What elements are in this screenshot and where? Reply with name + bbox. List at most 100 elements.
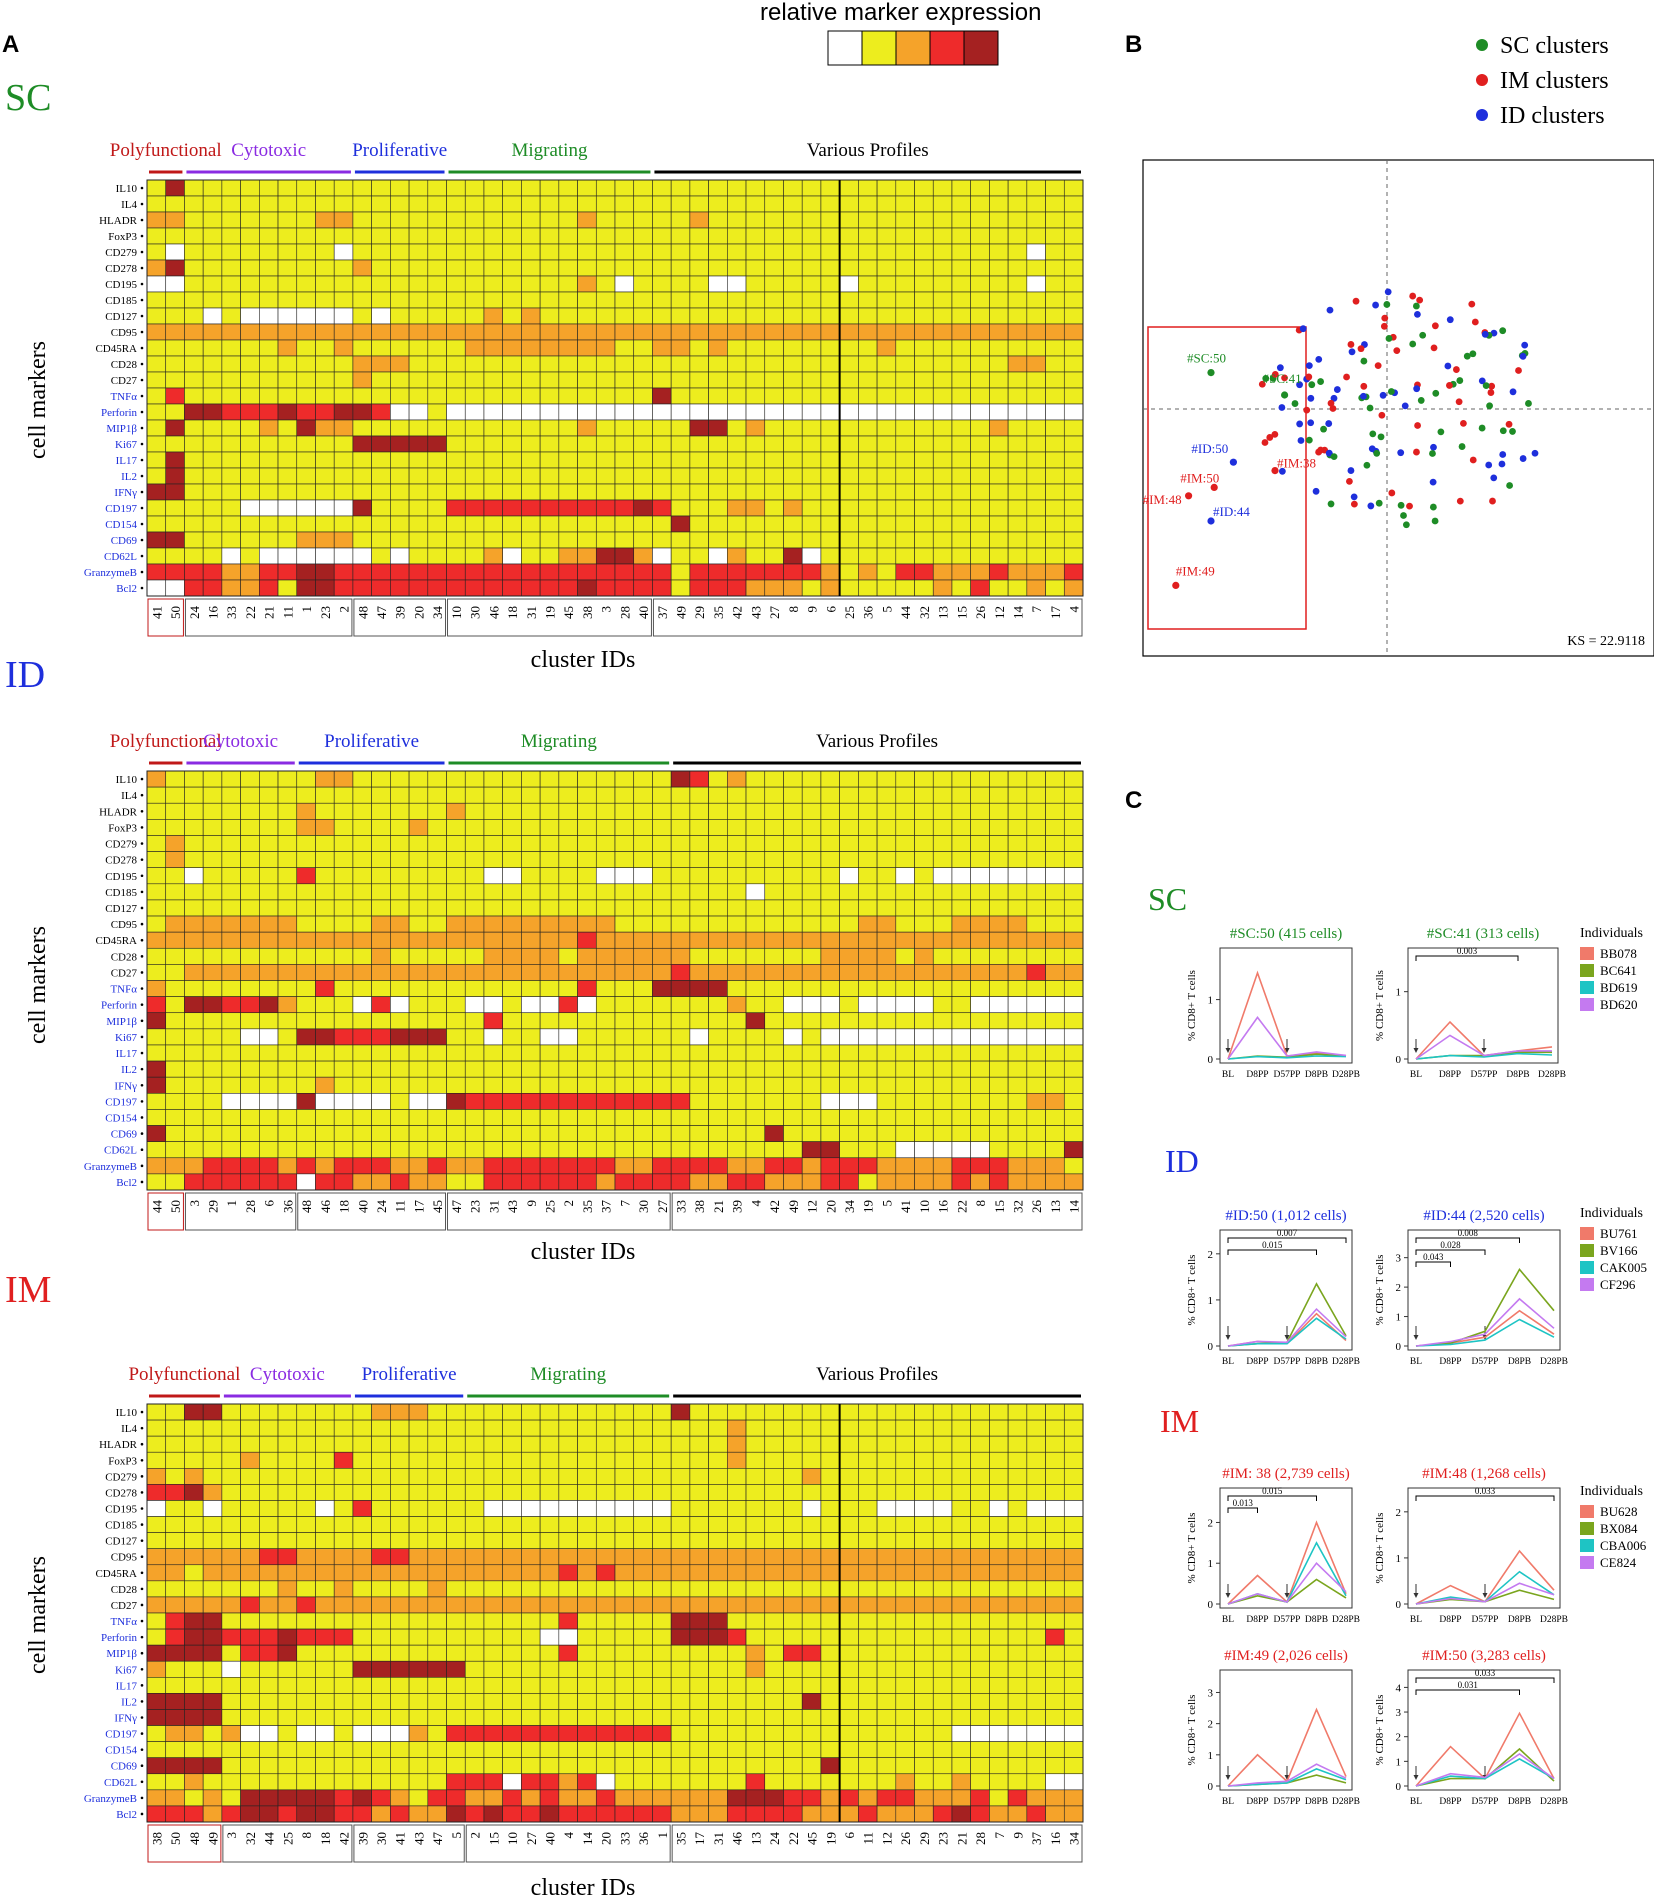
heatmap-cell [184, 964, 204, 981]
heatmap-cell [539, 1012, 560, 1030]
heatmap-cell [221, 1532, 241, 1549]
heatmap-cell [333, 1044, 354, 1062]
heatmap-cell [333, 964, 354, 981]
heatmap-cell [577, 259, 597, 277]
scatter-point [1320, 425, 1327, 433]
cluster-group-box-3 [447, 598, 652, 637]
heatmap-cell [558, 515, 578, 533]
heatmap-cell [1063, 1789, 1084, 1807]
heatmap-cell [464, 1709, 485, 1726]
heatmap-cell [745, 1093, 766, 1110]
cluster-label: 44 [149, 1200, 164, 1214]
heatmap-cell [895, 1028, 915, 1046]
heatmap-cell [371, 1612, 391, 1630]
heatmap-cell [427, 179, 447, 197]
heatmap-cell [689, 467, 709, 485]
heatmap-cell [184, 1516, 204, 1533]
heatmap-cell [932, 179, 953, 197]
heatmap-cell [708, 1076, 728, 1094]
heatmap-cell [165, 1109, 185, 1126]
heatmap-cell [858, 1451, 878, 1469]
heatmap-cell [745, 1677, 766, 1694]
heatmap-cell [184, 1500, 204, 1517]
heatmap-cell [595, 931, 616, 949]
heatmap-cell [745, 275, 766, 293]
heatmap-cell [1007, 275, 1028, 293]
heatmap-cell [689, 1451, 709, 1469]
heatmap-cell [259, 931, 279, 949]
heatmap-cell [595, 1435, 616, 1453]
heatmap-cell [146, 323, 167, 341]
heatmap-cell [259, 419, 279, 437]
heatmap-cell [184, 1757, 204, 1775]
heatmap-cell [333, 483, 354, 501]
heatmap-cell [932, 435, 953, 453]
scatter-point [1414, 422, 1421, 429]
legend-label-2: ID clusters [1500, 103, 1605, 129]
heatmap-cell [745, 1773, 766, 1791]
heatmap-cell [221, 195, 241, 213]
heatmap-cell [315, 883, 335, 901]
heatmap-cell [839, 915, 859, 933]
heatmap-cell [1007, 1468, 1028, 1485]
heatmap-cell [1007, 1693, 1028, 1710]
heatmap-cell [352, 1125, 372, 1142]
heatmap-cell [689, 403, 709, 421]
cluster-label: 19 [542, 606, 557, 619]
heatmap-cell [708, 1060, 728, 1078]
heatmap-cell [1063, 1644, 1084, 1662]
heatmap-cell [820, 1532, 840, 1549]
cluster-label: 36 [861, 606, 876, 620]
heatmap-cell [502, 387, 522, 405]
heatmap-cell [202, 1125, 223, 1142]
heatmap-cell [670, 579, 691, 597]
heatmap-cell [539, 1644, 560, 1662]
heatmap-cell [390, 1628, 410, 1646]
scatter-point [1360, 382, 1368, 390]
heatmap-cell [764, 899, 784, 917]
heatmap-cell [371, 1435, 391, 1453]
heatmap-cell [970, 531, 990, 549]
heatmap-cell [801, 179, 822, 197]
heatmap-cell [951, 931, 971, 949]
heatmap-cell [633, 1060, 653, 1078]
heatmap-cell [390, 1741, 410, 1758]
heatmap-cell [315, 323, 335, 341]
heatmap-cell [483, 483, 503, 501]
heatmap-cell [633, 1741, 653, 1758]
lineplot-arrowhead [1284, 1593, 1290, 1598]
heatmap-cell [502, 579, 522, 597]
heatmap-cell [221, 1628, 241, 1646]
heatmap-cell [595, 1805, 616, 1823]
heatmap-cell [689, 547, 709, 565]
heatmap-cell [502, 1109, 522, 1126]
heatmap-cell [165, 1173, 185, 1191]
heatmap-cell [408, 243, 429, 261]
heatmap-cell [895, 931, 915, 949]
heatmap-cell [390, 996, 410, 1014]
heatmap-cell [839, 195, 859, 213]
marker-tick [140, 1426, 144, 1430]
heatmap-cell [689, 291, 709, 309]
highlight-label-2: #ID:50 [1191, 441, 1228, 456]
heatmap-cell [951, 307, 971, 325]
heatmap-cell [521, 323, 541, 341]
heatmap-cell [371, 355, 391, 373]
heatmap-cell [745, 515, 766, 533]
heatmap-cell [277, 259, 298, 277]
heatmap-cell [577, 851, 597, 868]
heatmap-cell [1063, 531, 1084, 549]
heatmap-cell [689, 899, 709, 917]
heatmap-cell [1045, 1012, 1065, 1030]
heatmap-cell [390, 786, 410, 804]
marker-tick [140, 1180, 144, 1184]
heatmap-cell [932, 802, 953, 820]
cluster-label: 37 [1029, 1832, 1044, 1846]
heatmap-cell [240, 1757, 260, 1775]
heatmap-cell [371, 1403, 391, 1421]
heatmap-cell [446, 547, 466, 565]
heatmap-cell [708, 1403, 728, 1421]
scatter-point [1352, 297, 1360, 305]
heatmap-cell [371, 996, 391, 1014]
heatmap-cell [633, 1157, 653, 1175]
